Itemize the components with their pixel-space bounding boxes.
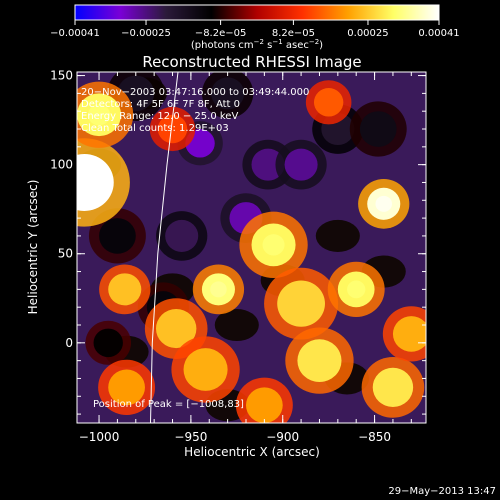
colorbar-tick-label: 8.2e−05 [272, 28, 315, 39]
cold-spot [359, 111, 397, 147]
footer-date: 29−May−2013 13:47 [388, 486, 496, 497]
colorbar-unit: (photons cm−2 s−1 asec−2) [191, 38, 323, 51]
hot-spot-core [88, 104, 111, 126]
annotation-line: Energy Range: 12.0 − 25.0 keV [81, 111, 238, 122]
peak-position-label: Position of Peak = [−1008,83] [93, 399, 244, 410]
hot-spot [372, 367, 414, 407]
hot-spot [155, 308, 197, 349]
hot-spot [277, 280, 325, 327]
hot-spot-core [262, 234, 285, 256]
annotation-line: Clean Total counts: 1.29E+03 [81, 123, 229, 134]
cold-spot [93, 328, 123, 358]
hot-spot [297, 339, 342, 383]
hot-spot-core [210, 281, 227, 298]
annotation-line: 20−Nov−2003 03:47:16.000 to 03:49:44.000 [81, 87, 309, 98]
chart-title: Reconstructed RHESSI Image [142, 53, 361, 71]
solar-limb-line [150, 72, 179, 423]
x-tick-label: −850 [358, 430, 391, 444]
hot-spot-core [375, 195, 393, 212]
y-tick-label: 0 [65, 336, 73, 350]
colorbar-tick-label: −8.2e−05 [195, 28, 247, 39]
hot-spot [392, 316, 426, 352]
colorbar-tick-label: −0.00041 [50, 28, 100, 39]
x-tick-label: −1000 [79, 430, 120, 444]
x-axis-label: Heliocentric X (arcsec) [184, 445, 320, 459]
cold-spot [251, 148, 285, 181]
hot-spot-core [347, 280, 366, 299]
x-tick-label: −950 [174, 430, 207, 444]
hot-spot [108, 273, 142, 306]
plot-frame [76, 71, 427, 424]
zero-patch [214, 308, 259, 342]
hot-spot [108, 369, 145, 406]
colorbar-tick-label: −0.00025 [121, 28, 171, 39]
heatmap-layer [77, 72, 426, 423]
y-tick-label: 150 [50, 69, 73, 83]
cold-spot [284, 148, 318, 181]
cold-spot [165, 219, 199, 252]
annotations: 20−Nov−2003 03:47:16.000 to 03:49:44.000… [81, 87, 309, 134]
y-axis-label: Heliocentric Y (arcsec) [26, 180, 40, 315]
y-tick-label: 100 [50, 158, 73, 172]
hot-spot [313, 88, 344, 117]
colorbar-tick-label: 0.00025 [347, 28, 388, 39]
colorbar-tick-label: 0.00041 [418, 28, 459, 39]
hot-spot [157, 114, 188, 144]
hot-spot-core [77, 168, 100, 197]
hot-spot [245, 387, 283, 423]
cold-spot [99, 218, 136, 254]
hot-spot [183, 348, 228, 391]
image-plot: −1000 −950 −900 −850 0 50 100 150 [50, 69, 427, 444]
x-tick-label: −900 [266, 430, 299, 444]
cold-spot [211, 77, 245, 110]
colorbar: −0.00041 −0.00025 −8.2e−05 8.2e−05 0.00025 0.… [50, 4, 460, 51]
annotation-line: Detectors: 4F 5F 6F 7F 8F, Att 0 [81, 99, 240, 110]
y-tick-label: 50 [58, 247, 73, 261]
colorbar-gradient [74, 4, 440, 21]
zero-patch [315, 219, 360, 252]
